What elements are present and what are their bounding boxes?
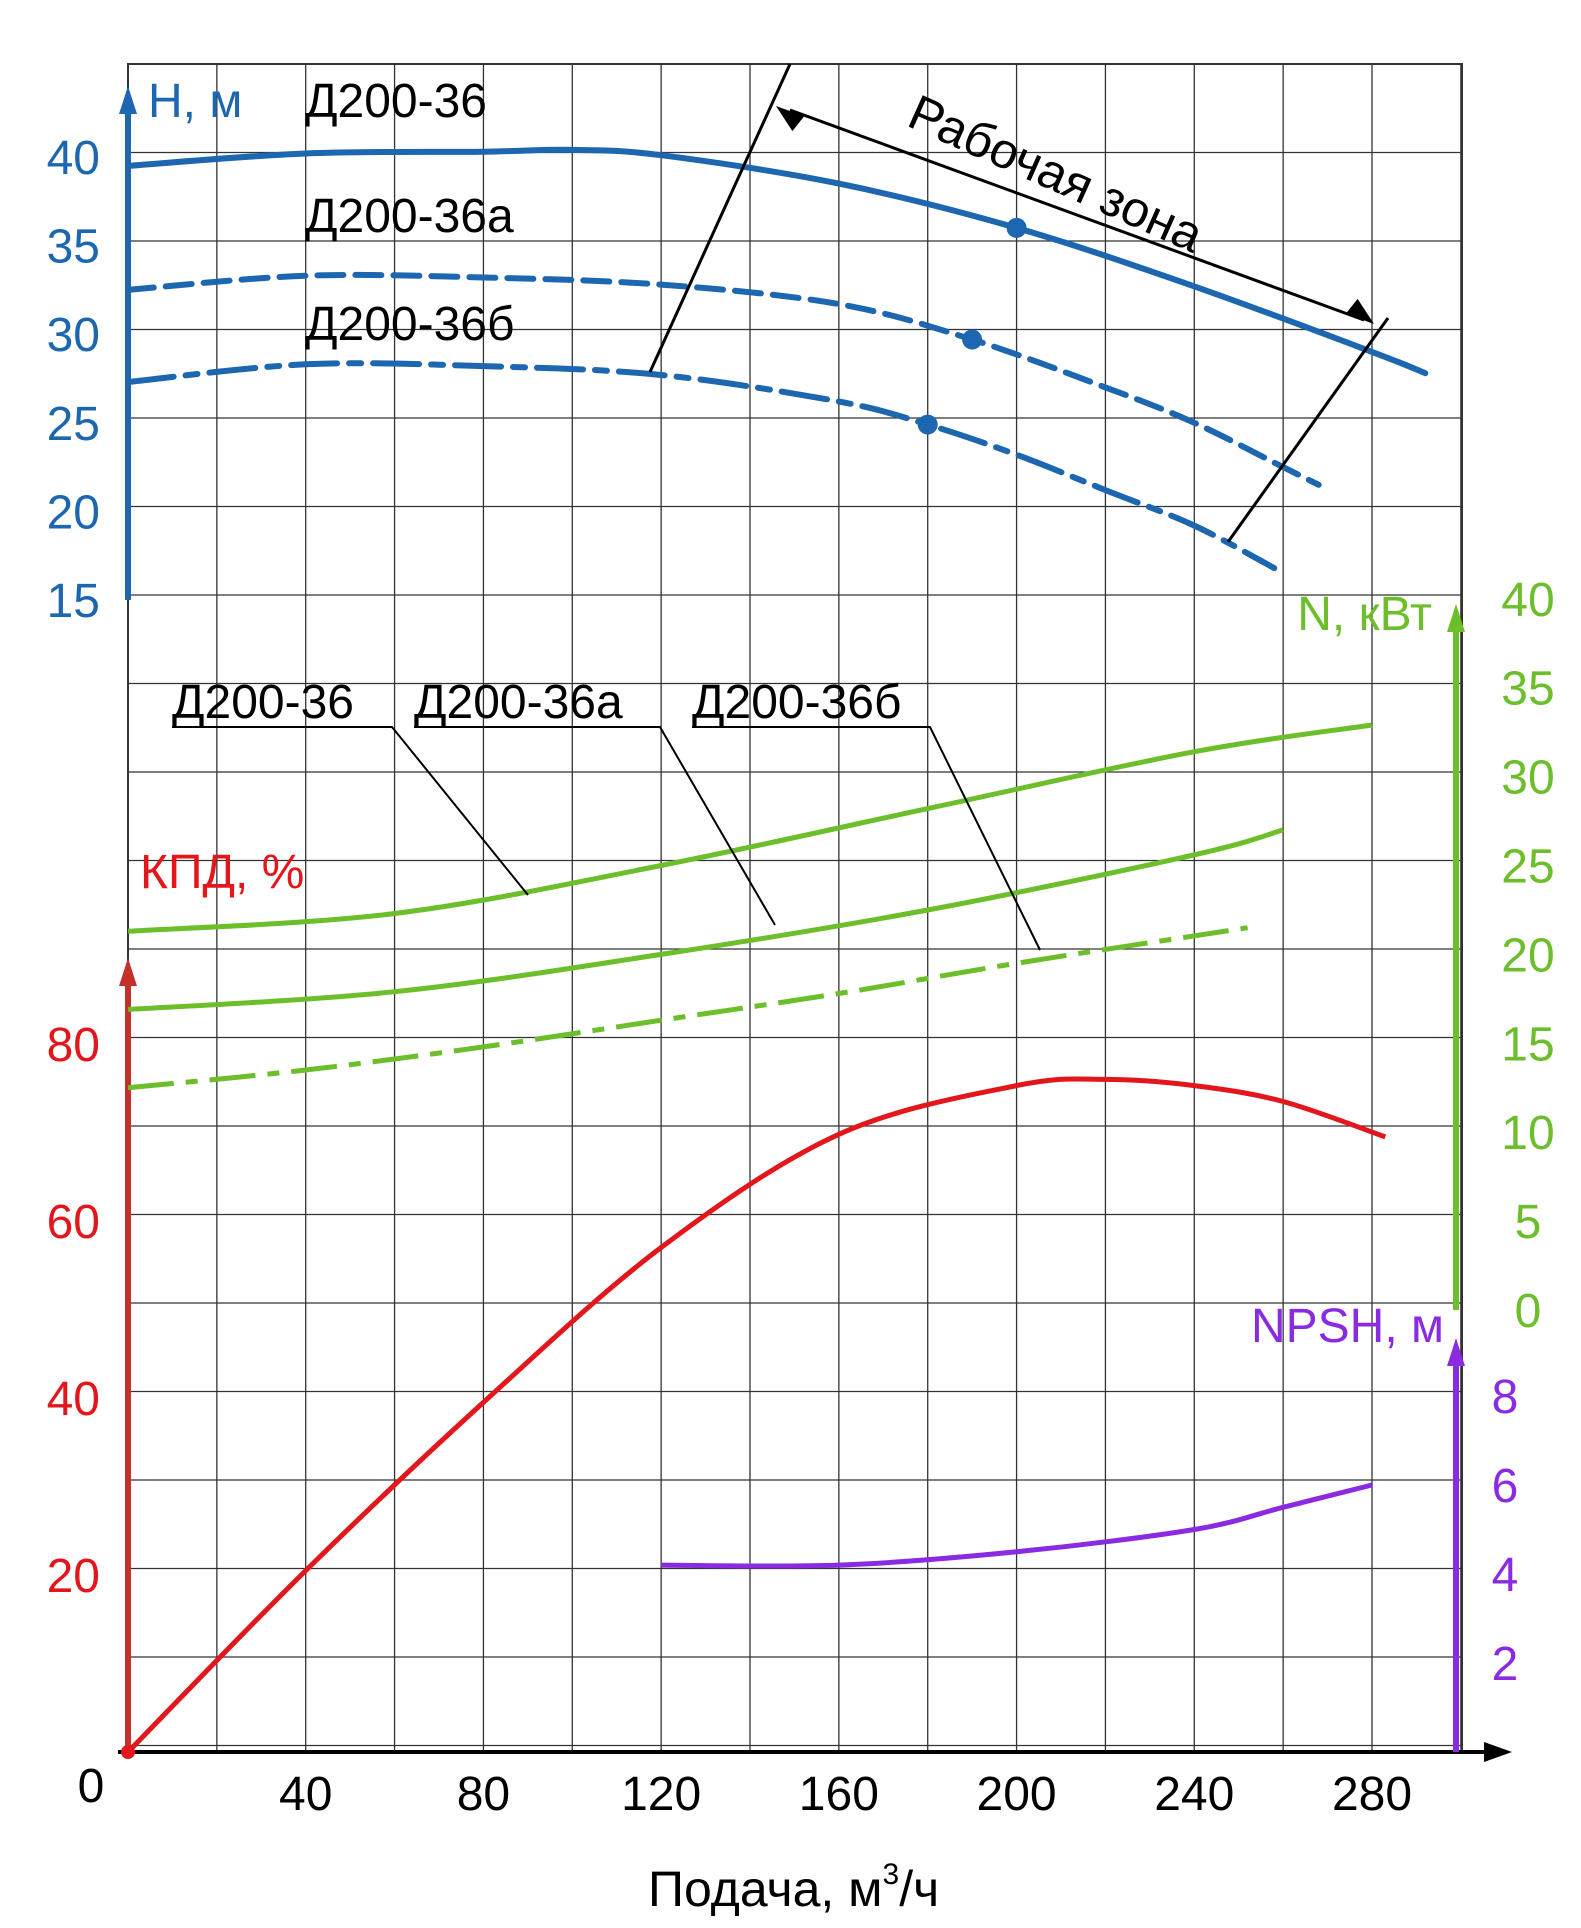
power-label-leader-1 xyxy=(414,726,776,926)
working-zone-arrow-line xyxy=(789,108,1365,322)
x-axis-title-main: Подача, м xyxy=(648,1861,883,1917)
x-tick-label: 160 xyxy=(799,1768,879,1821)
head-tick-label: 35 xyxy=(47,221,100,274)
working-zone-arrowhead-left xyxy=(776,106,805,132)
head-tick-label: 40 xyxy=(47,132,100,185)
npsh-curve xyxy=(661,1482,1373,1569)
origin-dot xyxy=(121,1745,135,1759)
x-tick-label: 40 xyxy=(279,1768,332,1821)
power-curve-0 xyxy=(127,722,1373,934)
efficiency-tick-label: 40 xyxy=(47,1373,100,1426)
head-curve-2 xyxy=(125,360,1278,572)
head-label-d200-36: Д200-36 xyxy=(305,75,487,128)
head-curve-1 xyxy=(125,271,1322,488)
working-zone-right-boundary xyxy=(1226,317,1390,543)
head-label-d200-36a: Д200-36а xyxy=(305,190,514,243)
head-tick-label: 20 xyxy=(47,486,100,539)
axes: 40 80 120 160 200 240 280152025303540204060800… xyxy=(47,86,1555,1821)
head-tick-label: 25 xyxy=(47,398,100,451)
power-curve-1 xyxy=(127,827,1284,1012)
x-tick-label: 280 xyxy=(1332,1768,1412,1821)
x-tick-label: 200 xyxy=(977,1768,1057,1821)
x-axis-title-sup: 3 xyxy=(883,1858,900,1891)
head-marker-0 xyxy=(1006,217,1027,238)
efficiency-curve xyxy=(126,1076,1387,1754)
head-axis-label: Н, м xyxy=(148,75,242,128)
npsh-tick-label: 4 xyxy=(1492,1549,1519,1602)
efficiency-tick-label: 80 xyxy=(47,1019,100,1072)
power-tick-label: 35 xyxy=(1501,663,1554,716)
efficiency-axis-label: КПД, % xyxy=(140,846,304,899)
power-tick-label: 40 xyxy=(1501,574,1554,627)
npsh-tick-label: 2 xyxy=(1492,1638,1519,1691)
head-marker-2 xyxy=(917,414,938,435)
power-axis-label: N, кВт xyxy=(1297,588,1432,641)
power-tick-label: 20 xyxy=(1501,929,1554,982)
power-label-d200-36b: Д200-36б xyxy=(692,676,901,729)
x-axis-arrowhead xyxy=(1484,1742,1512,1762)
series xyxy=(121,63,1429,1759)
npsh-tick-label: 6 xyxy=(1492,1460,1519,1513)
head-axis-arrowhead xyxy=(119,86,137,114)
power-tick-label: 25 xyxy=(1501,841,1554,894)
working-zone-left-boundary xyxy=(648,63,792,373)
head-marker-1 xyxy=(962,329,983,350)
x-axis-title-tail: /ч xyxy=(899,1861,939,1917)
efficiency-tick-label: 60 xyxy=(47,1196,100,1249)
npsh-axis-label: NPSH, м xyxy=(1251,1300,1444,1353)
working-zone-label: Рабочая зона xyxy=(901,84,1212,263)
x-tick-label: 80 xyxy=(457,1768,510,1821)
power-axis-arrowhead xyxy=(1447,604,1465,632)
x-zero-label: 0 xyxy=(78,1760,105,1813)
power-curve-2 xyxy=(127,925,1248,1091)
x-axis-title: Подача, м3/ч xyxy=(648,1858,939,1917)
head-tick-label: 30 xyxy=(47,309,100,362)
x-tick-label: 120 xyxy=(621,1768,701,1821)
labels: Н, м КПД, % N, кВт NPSH, м Д200-36 Д200-… xyxy=(78,75,1444,1917)
power-label-leader-2 xyxy=(692,726,1041,951)
npsh-axis-arrowhead xyxy=(1447,1338,1465,1366)
head-label-d200-36b: Д200-36б xyxy=(305,298,514,351)
grid xyxy=(127,63,1463,1753)
x-tick-label: 240 xyxy=(1154,1768,1234,1821)
efficiency-tick-label: 20 xyxy=(47,1550,100,1603)
efficiency-axis-arrowhead xyxy=(119,958,137,986)
npsh-tick-label: 8 xyxy=(1492,1371,1519,1424)
power-tick-label: 10 xyxy=(1501,1107,1554,1160)
head-curve-0 xyxy=(125,146,1429,377)
power-tick-label: 30 xyxy=(1501,752,1554,805)
head-tick-label: 15 xyxy=(47,575,100,628)
power-label-d200-36: Д200-36 xyxy=(172,676,354,729)
power-tick-label: 0 xyxy=(1515,1285,1542,1338)
power-label-leader-0 xyxy=(172,726,529,896)
power-tick-label: 15 xyxy=(1501,1018,1554,1071)
power-tick-label: 5 xyxy=(1515,1196,1542,1249)
power-label-d200-36a: Д200-36а xyxy=(414,676,623,729)
working-zone-arrowhead-right xyxy=(1345,298,1374,324)
